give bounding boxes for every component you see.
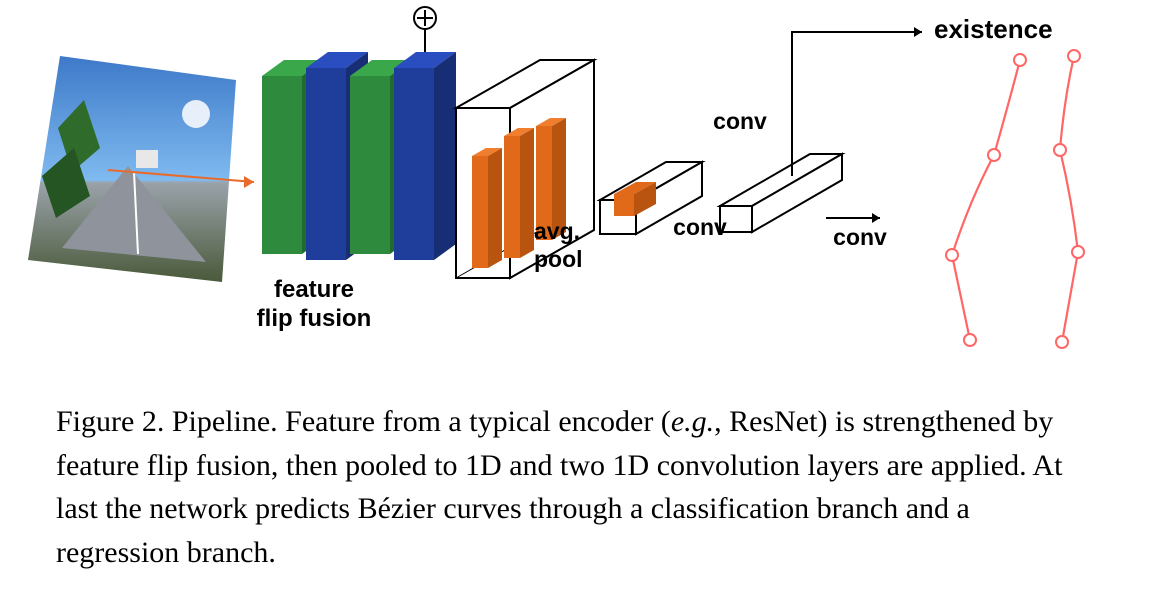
feature-flip-fusion-label: feature flip fusion — [224, 276, 404, 334]
avgpool-line1: avg. — [534, 218, 614, 246]
feature-slabs — [262, 52, 456, 260]
conv2-label: conv — [820, 224, 900, 252]
conv1-label: conv — [660, 214, 740, 242]
caption-body1: Pipeline. Feature from a typical encoder… — [164, 405, 670, 438]
figure-caption: Figure 2. Pipeline. Feature from a typic… — [56, 400, 1096, 574]
pipeline-diagram: feature flip fusion avg. pool conv conv … — [0, 0, 1150, 370]
bezier-output — [946, 50, 1084, 348]
diagram-svg — [0, 0, 1150, 370]
ffusion-line1: feature — [224, 276, 404, 305]
conv3-label: conv — [700, 108, 780, 136]
conv2-arrow — [826, 213, 880, 223]
avg-pool-label: avg. pool — [534, 218, 614, 273]
existence-label: existence — [934, 14, 1094, 45]
avgpool-line2: pool — [534, 246, 614, 274]
input-image-placeholder — [28, 56, 236, 282]
caption-prefix: Figure 2. — [56, 405, 164, 438]
ffusion-line2: flip fusion — [224, 305, 404, 334]
fusion-plus-icon — [414, 7, 436, 29]
caption-eg: e.g. — [671, 405, 714, 438]
